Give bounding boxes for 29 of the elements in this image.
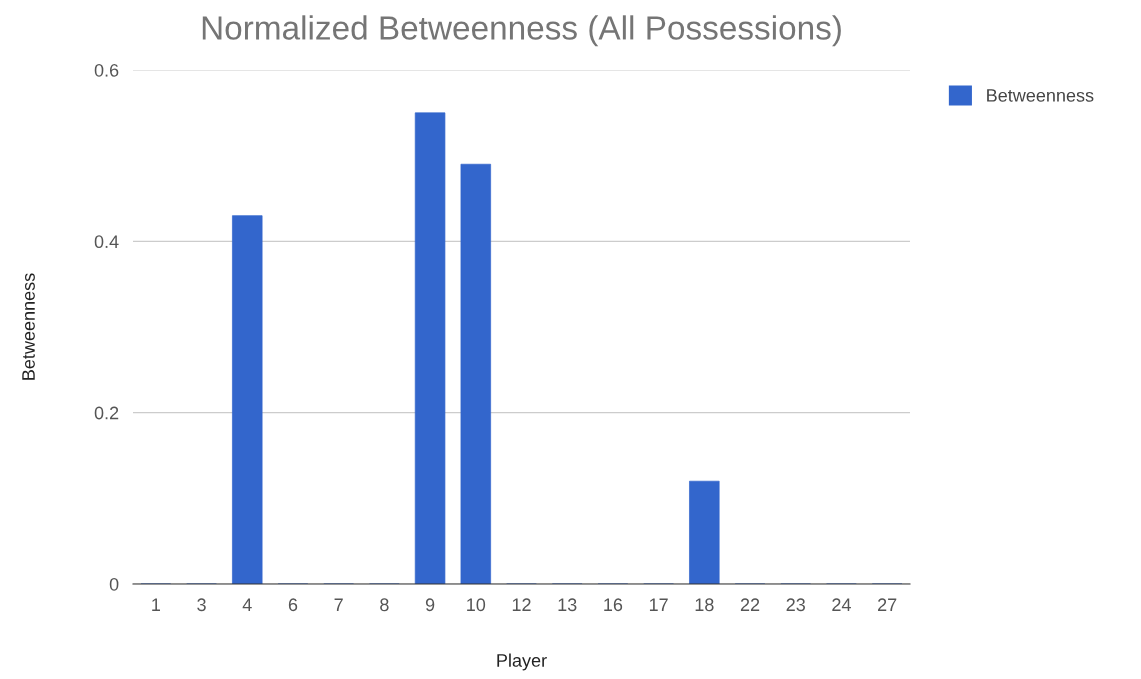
x-tick-label: 6	[288, 598, 298, 612]
y-tick-label: 0.4	[94, 235, 119, 249]
x-tick-label: 8	[380, 598, 389, 612]
x-tick-label: 16	[604, 598, 623, 612]
x-tick-label: 22	[740, 598, 760, 611]
x-tick-label: 3	[197, 598, 206, 612]
x-tick-label: 4	[242, 598, 252, 611]
bar	[414, 112, 446, 584]
x-tick-label: 9	[425, 598, 435, 612]
x-tick-label: 18	[695, 598, 714, 612]
y-tick-label: 0.2	[94, 406, 119, 420]
x-tick-label: 17	[649, 598, 668, 611]
x-tick-label: 27	[878, 598, 897, 611]
x-tick-label: 24	[832, 598, 851, 611]
bar	[460, 163, 491, 584]
legend-label: Betweenness	[987, 89, 1094, 102]
x-tick-label: 23	[786, 598, 805, 612]
x-tick-label: 7	[334, 598, 343, 611]
chart-title: Normalized Betweenness (All Possessions)	[202, 15, 841, 47]
y-axis-title: Betweenness	[22, 273, 35, 380]
x-tick-label: 1	[152, 598, 160, 611]
x-tick-label: 10	[467, 598, 486, 612]
bar	[232, 215, 263, 584]
x-axis-title: Player	[497, 653, 547, 671]
y-tick-label: 0	[109, 577, 119, 591]
y-tick-label: 0.6	[94, 63, 119, 77]
x-tick-label: 12	[512, 598, 531, 611]
bar	[689, 480, 720, 584]
x-tick-label: 13	[558, 598, 577, 612]
